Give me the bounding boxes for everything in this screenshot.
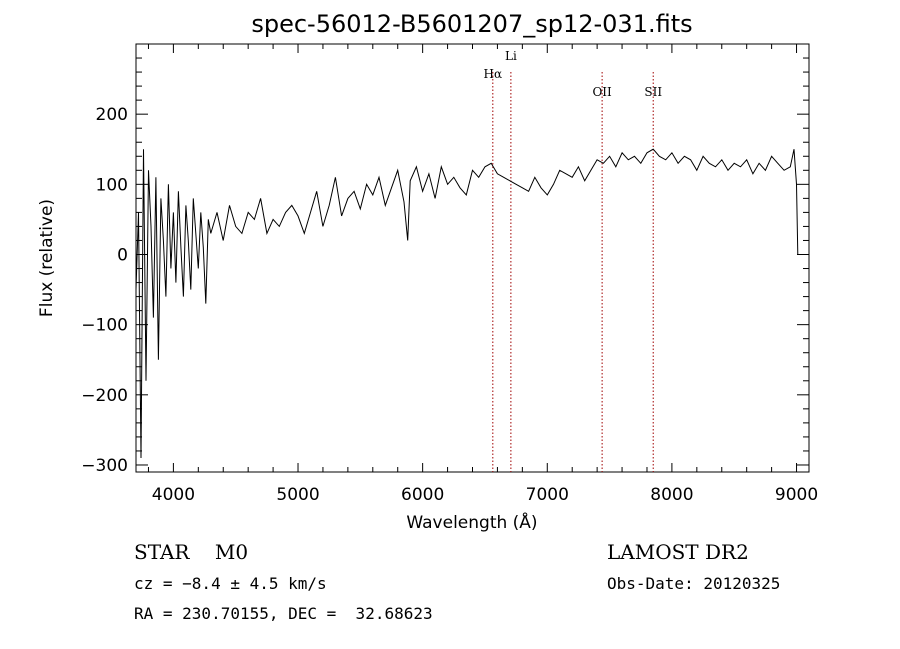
object-class: STAR M0 (134, 540, 249, 564)
observation-date: Obs-Date: 20120325 (607, 574, 781, 593)
y-axis-label: Flux (relative) (37, 199, 57, 317)
spectral-line-label: Hα (484, 67, 503, 81)
x-tick-label: 6000 (401, 485, 444, 505)
y-tick-label: 200 (96, 105, 128, 125)
y-axis: −300 −200 −100 0 100 200 (81, 105, 809, 476)
plot-frame (135, 43, 810, 473)
chart-title: spec-56012-B5601207_sp12-031.fits (251, 10, 692, 38)
y-tick-label: −100 (81, 316, 128, 336)
spectral-line-label: OII (592, 85, 612, 99)
y-tick-label: 100 (96, 175, 128, 195)
y-tick-label: −200 (81, 386, 128, 406)
x-tick-label: 5000 (276, 485, 319, 505)
x-tick-label: 9000 (775, 485, 818, 505)
x-tick-label: 8000 (650, 485, 693, 505)
x-axis: 4000 5000 6000 7000 8000 9000 (152, 44, 818, 505)
spectral-line-label: SII (644, 85, 662, 99)
sky-coordinates: RA = 230.70155, DEC = 32.68623 (134, 604, 433, 623)
y-tick-label: −300 (81, 456, 128, 476)
spectral-line-label: Li (505, 49, 517, 63)
survey-name: LAMOST DR2 (607, 540, 749, 564)
x-tick-label: 4000 (152, 485, 195, 505)
x-tick-label: 7000 (526, 485, 569, 505)
spectrum-line (135, 148, 799, 459)
redshift-velocity: cz = −8.4 ± 4.5 km/s (134, 574, 327, 593)
y-tick-label: 0 (117, 245, 128, 265)
minor-ticks (136, 44, 809, 472)
x-axis-label: Wavelength (Å) (406, 511, 537, 533)
